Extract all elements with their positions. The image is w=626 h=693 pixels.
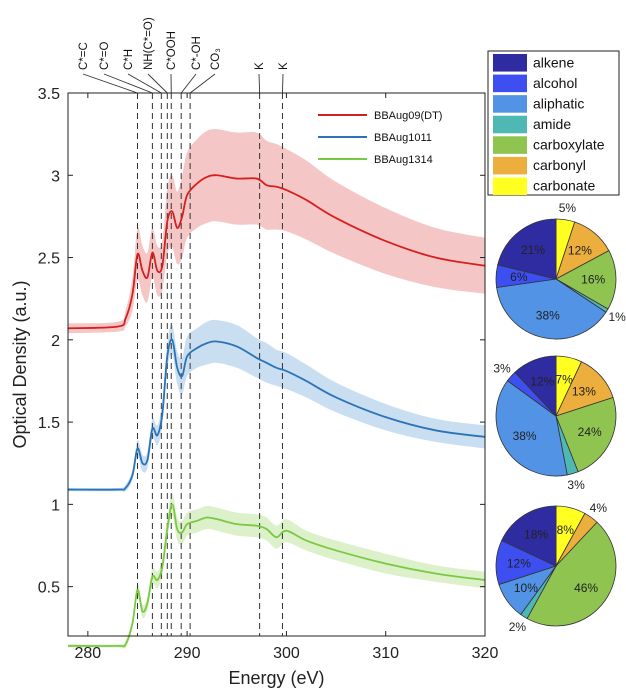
pie-0-slice-6 [497, 218, 557, 280]
pie-2-label-2: 46% [574, 581, 598, 595]
pie-legend-swatch-4 [493, 136, 527, 154]
y-axis-label: Optical Density (a.u.) [10, 280, 30, 448]
band-1 [68, 319, 485, 493]
peak-leader-6 [189, 73, 216, 94]
peak-leader-8 [282, 73, 284, 94]
y-tick-label-2: 1.5 [38, 415, 60, 432]
series-lines [67, 174, 486, 648]
peak-leader-2 [127, 73, 162, 94]
x-tick-label-4: 320 [472, 645, 499, 662]
x-tick-label-3: 310 [372, 645, 399, 662]
series-line-1 [67, 338, 486, 491]
peak-label-6: CO₃ [210, 48, 222, 70]
peak-label-1: C*=O [99, 42, 111, 70]
pie-2-label-0: 8% [557, 523, 575, 537]
x-tick-label-2: 300 [273, 645, 300, 662]
y-tick-label-0: 0.5 [38, 580, 60, 597]
peak-label-4: C*OOH [166, 31, 178, 70]
peak-label-2: C*H [123, 49, 135, 70]
pie-legend-swatch-3 [493, 115, 527, 134]
peak-leader-1 [103, 73, 153, 94]
pie-2-label-1: 4% [590, 501, 608, 515]
pie-0-label-3: 1% [609, 310, 626, 324]
pie-1-slice-6 [514, 355, 557, 418]
pie-legend-swatch-2 [493, 95, 527, 113]
peak-leader-3 [147, 73, 168, 94]
peak-leader-0 [82, 73, 138, 94]
plot-axes: 280 290 300 310 320 0.5 1 1.5 2 2.5 3 3.5 Energy (eV… [10, 86, 498, 688]
band-2 [68, 492, 485, 649]
pie-0-slice-2 [555, 250, 617, 310]
line-legend: BBAug09(DT) BBAug1011 BBAug1314 [318, 110, 442, 166]
peak-label-7: K [254, 62, 266, 70]
pie-0-label-2: 16% [581, 273, 605, 287]
pie-1-label-1: 13% [572, 384, 596, 398]
pie-2-slice-2 [526, 521, 617, 627]
legend-label-1: BBAug1011 [374, 132, 432, 144]
pie-legend-swatch-0 [493, 54, 527, 72]
pie-legend-label-1: alcohol [533, 75, 577, 91]
peak-lines: C*=C C*=O C*H NH(C*=O) C*OOH C*-OH CO₃ K K [78, 17, 290, 636]
pie-1-label-5: 3% [493, 361, 511, 375]
pie-2-label-6: 18% [524, 528, 548, 542]
pie-charts: 5% 12% 16% 1% 38% 6% 21% 7%13% 24% 3% 38% 3% 12% 8% 4%… [493, 201, 626, 634]
pie-1-label-6: 12% [530, 374, 554, 388]
pie-2-label-5: 12% [507, 557, 531, 571]
pie-0-label-0: 5% [559, 201, 577, 215]
peak-label-8: K [278, 62, 290, 70]
pie-legend-label-2: aliphatic [533, 95, 584, 111]
pie-0-slice-4 [496, 278, 607, 340]
pie-1-label-2: 24% [578, 425, 602, 439]
legend-label-0: BBAug09(DT) [374, 110, 442, 122]
pie-2-slice-6 [501, 505, 557, 567]
axes-box [67, 92, 486, 637]
y-tick-label-5: 3 [51, 168, 60, 185]
pie-0-label-4: 38% [536, 308, 560, 322]
pie-legend-label-0: alkene [533, 54, 574, 70]
pie-legend-label-3: amide [533, 116, 571, 132]
pie-legend-label-6: carbonate [533, 178, 595, 194]
pie-legend-swatch-5 [493, 156, 527, 175]
pie-legend-label-4: carboxylate [533, 137, 605, 153]
peak-label-0: C*=C [78, 42, 90, 70]
peak-label-3: NH(C*=O) [143, 17, 155, 70]
peak-leader-7 [258, 73, 261, 94]
pie-1-label-0: 7% [555, 373, 573, 387]
y-tick-label-1: 1 [51, 497, 60, 514]
pie-2-label-4: 10% [514, 581, 538, 595]
pie-1-slice-4 [495, 380, 568, 477]
legend-label-2: BBAug1314 [374, 154, 433, 166]
series-line-0 [67, 174, 486, 330]
y-tick-label-6: 3.5 [38, 86, 60, 103]
pie-1-label-4: 38% [513, 429, 537, 443]
x-tick-label-1: 290 [174, 645, 201, 662]
peak-leader-5 [180, 73, 197, 94]
y-tick-label-4: 2.5 [38, 251, 60, 268]
x-axis-label: Energy (eV) [228, 668, 324, 688]
pie-legend-swatch-1 [493, 74, 527, 93]
band-0 [68, 129, 485, 334]
pie-0-label-5: 6% [510, 270, 528, 284]
pie-0-label-6: 21% [521, 243, 545, 257]
confidence-bands [68, 129, 485, 649]
pie-0-label-1: 12% [568, 244, 592, 258]
pie-legend-swatch-6 [493, 177, 527, 195]
y-tick-label-3: 2 [51, 333, 60, 350]
pie-2-label-3: 2% [509, 620, 527, 634]
series-line-2 [67, 503, 486, 648]
x-tick-label-0: 280 [75, 645, 102, 662]
peak-label-5: C*-OH [191, 36, 203, 70]
pie-legend-label-5: carbonyl [533, 157, 586, 173]
pie-1-label-3: 3% [567, 478, 585, 492]
pie-legend: alkene alcohol aliphatic amide carboxylate ca… [487, 50, 620, 196]
